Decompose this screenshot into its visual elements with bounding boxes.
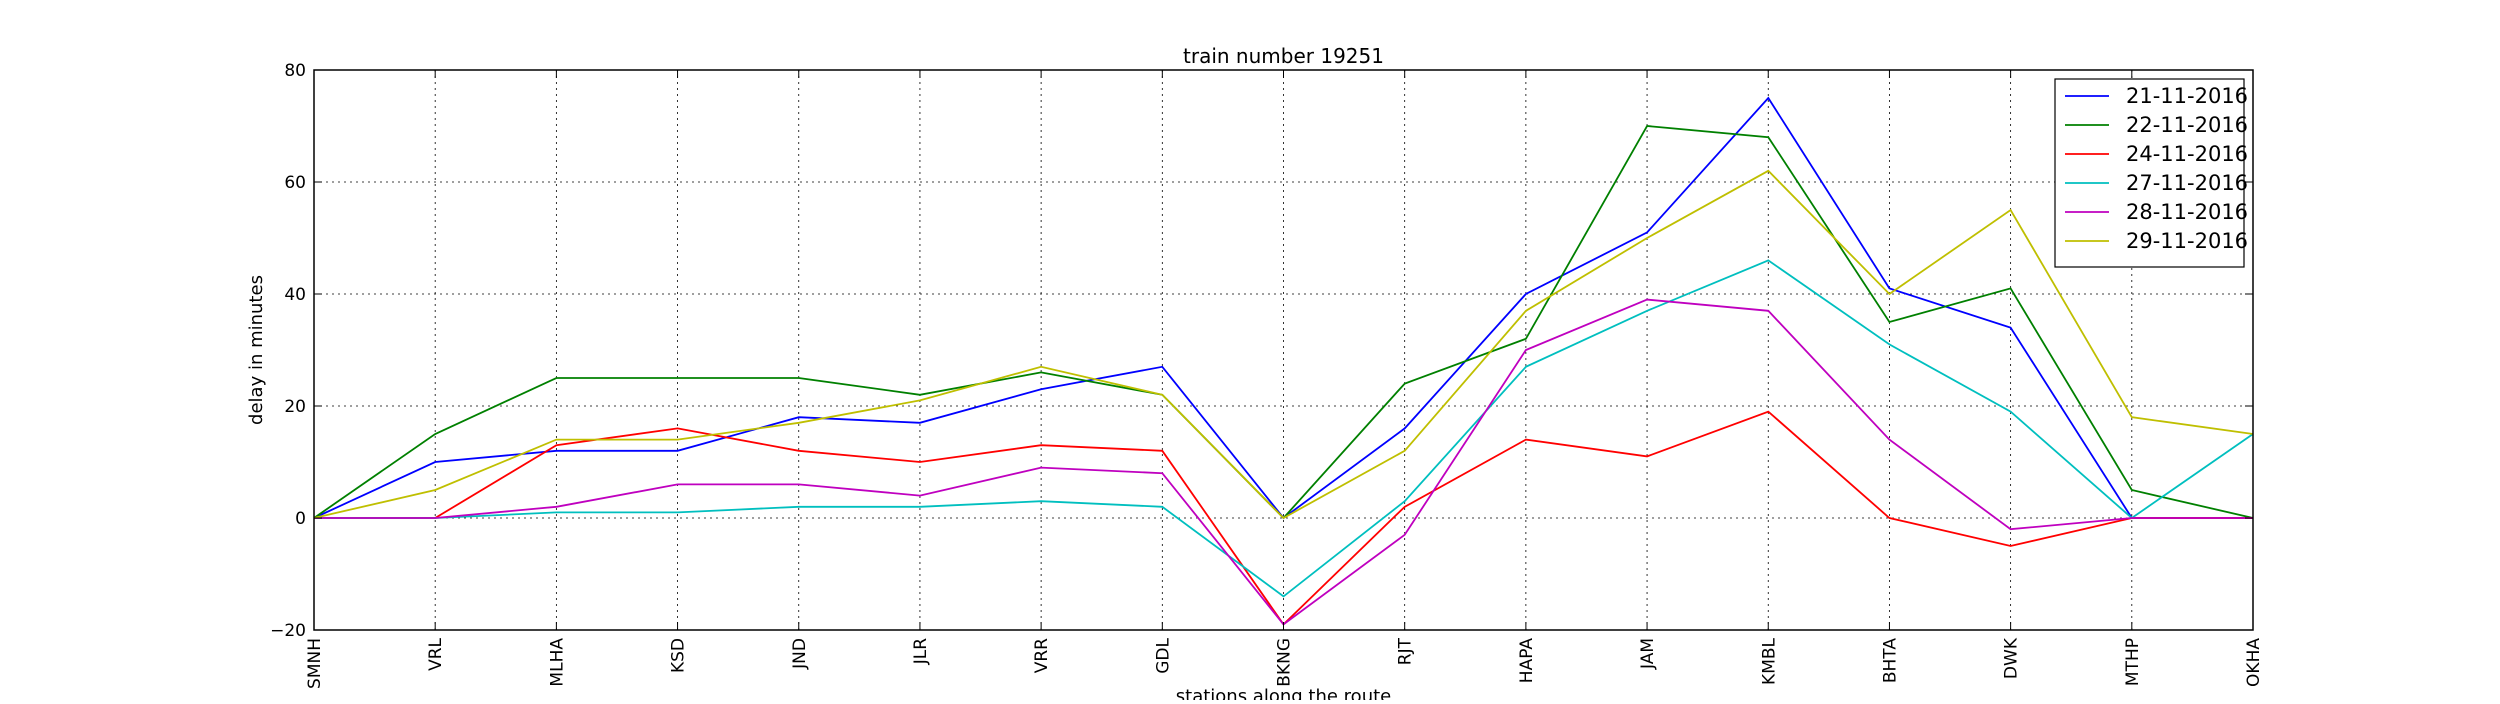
legend-label: 28-11-2016 [2126, 200, 2248, 224]
x-tick-label: BKNG [1275, 638, 1295, 687]
x-tick-label: GDL [1153, 637, 1173, 673]
x-tick-label: JLR [911, 638, 931, 665]
x-tick-label: BHTA [1880, 638, 1900, 684]
legend-label: 24-11-2016 [2126, 142, 2248, 166]
x-tick-label: RJT [1396, 637, 1416, 665]
x-tick-label: DWK [2002, 637, 2022, 679]
x-tick-label: MLHA [547, 638, 567, 687]
y-axis-label: delay in minutes [246, 275, 267, 425]
y-tick-label: −20 [270, 621, 306, 641]
legend-label: 27-11-2016 [2126, 171, 2248, 195]
grid-lines [314, 70, 2253, 630]
y-tick-label: 20 [284, 397, 306, 417]
chart-title: train number 19251 [1183, 44, 1384, 68]
x-tick-label: VRR [1032, 638, 1052, 673]
series-lines [313, 96, 2254, 626]
legend-label: 21-11-2016 [2126, 84, 2248, 108]
legend-label: 22-11-2016 [2126, 113, 2248, 137]
y-tick-label: 40 [284, 285, 306, 305]
y-tick-label: 80 [284, 61, 306, 81]
legend-label: 29-11-2016 [2126, 229, 2248, 253]
x-tick-label: SMNH [305, 638, 325, 689]
x-tick-label: KMBL [1759, 637, 1779, 684]
series-line [313, 169, 2254, 520]
x-tick-label: VRL [426, 637, 446, 670]
series-line [314, 259, 2254, 598]
axis-ticks [313, 69, 2254, 631]
x-tick-label: JND [790, 638, 810, 670]
y-tick-label: 0 [295, 509, 306, 529]
x-axis-label: stations along the route [1176, 686, 1391, 700]
legend-box [2054, 78, 2245, 268]
y-tick-label: 60 [284, 173, 306, 193]
x-tick-label: HAPA [1517, 638, 1537, 684]
x-tick-label: JAM [1638, 638, 1658, 670]
x-tick-label: MTHP [2123, 638, 2143, 686]
x-tick-label: KSD [669, 638, 689, 673]
x-tick-label: OKHA [2244, 638, 2264, 687]
y-tick-labels: −20 0 20 40 60 80 [270, 61, 306, 641]
x-tick-labels: SMNH VRL MLHA KSD JND JLR VRR GDL BKNG RJT HAPA JAM… [305, 637, 2264, 689]
legend: 21-11-2016 22-11-2016 24-11-2016 27-11-2016… [2054, 78, 2248, 268]
